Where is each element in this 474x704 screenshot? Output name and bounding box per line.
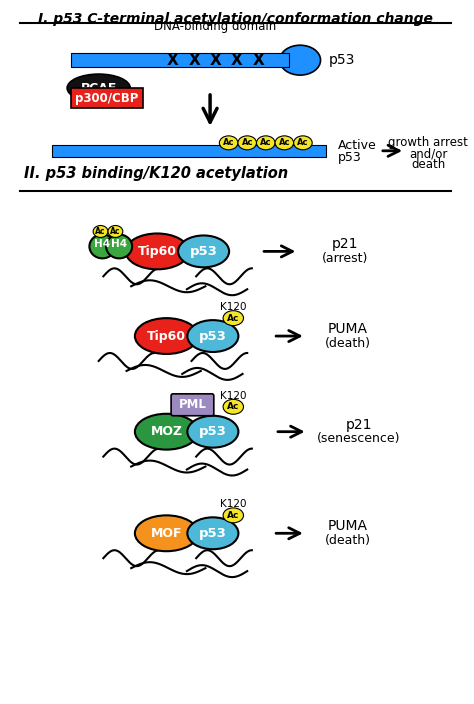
Ellipse shape — [223, 508, 244, 523]
Text: Ac: Ac — [95, 227, 106, 236]
Text: Tip60: Tip60 — [137, 245, 177, 258]
Text: p53: p53 — [199, 527, 227, 540]
Text: X: X — [210, 53, 221, 68]
Text: p53: p53 — [199, 425, 227, 438]
Text: (death): (death) — [325, 337, 371, 349]
Ellipse shape — [135, 318, 198, 354]
Ellipse shape — [135, 515, 198, 551]
Text: DNA-binding domain: DNA-binding domain — [154, 20, 276, 33]
Text: growth arrest: growth arrest — [388, 137, 468, 149]
Text: death: death — [411, 158, 446, 171]
Text: p21: p21 — [346, 417, 372, 432]
Ellipse shape — [219, 136, 238, 150]
Text: II. p53 binding/K120 acetylation: II. p53 binding/K120 acetylation — [25, 165, 289, 181]
Text: K120: K120 — [220, 302, 246, 312]
Ellipse shape — [90, 234, 115, 258]
Bar — [52, 145, 326, 157]
Text: Ac: Ac — [297, 138, 309, 147]
Ellipse shape — [67, 74, 130, 102]
Text: MOZ: MOZ — [150, 425, 182, 438]
Text: Ac: Ac — [279, 138, 290, 147]
Text: MOF: MOF — [151, 527, 182, 540]
Bar — [71, 88, 143, 108]
Ellipse shape — [187, 416, 238, 448]
Text: PML: PML — [179, 398, 206, 411]
Text: K120: K120 — [220, 499, 246, 510]
Ellipse shape — [293, 136, 312, 150]
Bar — [71, 54, 289, 67]
Text: (arrest): (arrest) — [321, 252, 368, 265]
Text: p53: p53 — [190, 245, 218, 258]
Ellipse shape — [256, 136, 275, 150]
Text: p53: p53 — [199, 329, 227, 343]
Text: PCAF: PCAF — [81, 82, 117, 94]
Text: X: X — [167, 53, 179, 68]
Ellipse shape — [187, 517, 238, 549]
Ellipse shape — [93, 225, 108, 237]
FancyBboxPatch shape — [171, 394, 214, 416]
Text: X: X — [231, 53, 243, 68]
Text: X: X — [189, 53, 200, 68]
Text: and/or: and/or — [409, 147, 447, 161]
Ellipse shape — [280, 45, 320, 75]
Text: p21: p21 — [331, 237, 358, 251]
Ellipse shape — [135, 414, 198, 450]
Text: I. p53 C-terminal acetylation/conformation change: I. p53 C-terminal acetylation/conformati… — [38, 13, 433, 26]
Ellipse shape — [126, 234, 189, 270]
Text: p300/CBP: p300/CBP — [75, 92, 139, 104]
Text: Ac: Ac — [260, 138, 272, 147]
Ellipse shape — [238, 136, 256, 150]
Text: Ac: Ac — [227, 314, 239, 322]
Text: Ac: Ac — [241, 138, 253, 147]
Text: H4: H4 — [94, 239, 110, 249]
Ellipse shape — [187, 320, 238, 352]
Text: PUMA: PUMA — [328, 520, 367, 534]
Ellipse shape — [108, 225, 123, 237]
Text: PUMA: PUMA — [328, 322, 367, 336]
Text: Ac: Ac — [227, 511, 239, 520]
Ellipse shape — [178, 235, 229, 268]
Ellipse shape — [223, 399, 244, 414]
Text: p53: p53 — [338, 151, 362, 164]
Text: (senescence): (senescence) — [317, 432, 401, 445]
Ellipse shape — [223, 310, 244, 326]
Text: Ac: Ac — [227, 402, 239, 411]
Text: Tip60: Tip60 — [147, 329, 186, 343]
Text: K120: K120 — [220, 391, 246, 401]
Text: Active: Active — [338, 139, 377, 152]
Text: Ac: Ac — [223, 138, 235, 147]
Text: X: X — [253, 53, 264, 68]
Ellipse shape — [106, 234, 132, 258]
Ellipse shape — [275, 136, 293, 150]
Text: H4: H4 — [111, 239, 127, 249]
Text: p53: p53 — [329, 54, 356, 67]
Text: (death): (death) — [325, 534, 371, 547]
Text: Ac: Ac — [110, 227, 121, 236]
